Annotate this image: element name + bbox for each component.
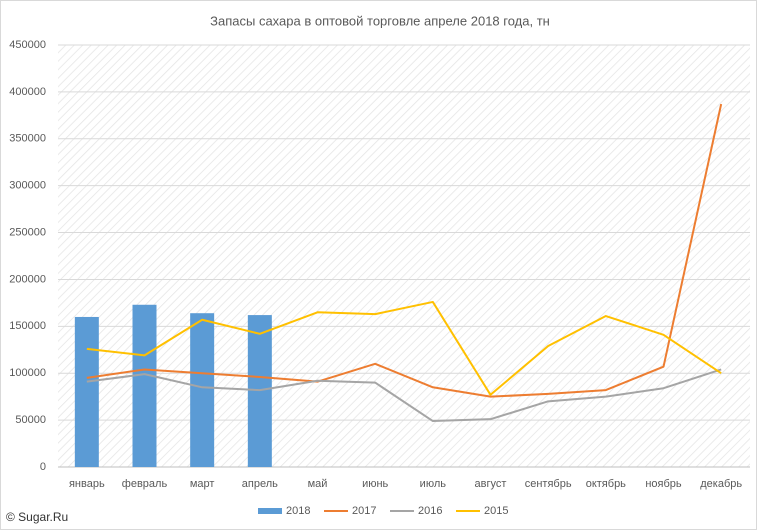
y-tick-label: 50000 xyxy=(15,414,46,426)
chart-title: Запасы сахара в оптовой торговле апреле … xyxy=(210,13,550,28)
y-tick-label: 150000 xyxy=(9,320,46,332)
y-tick-label: 250000 xyxy=(9,226,46,238)
legend-label: 2016 xyxy=(418,505,442,517)
x-tick-label: апрель xyxy=(242,478,278,490)
bar xyxy=(190,313,215,467)
plot-area xyxy=(58,45,750,467)
x-tick-label: февраль xyxy=(122,478,168,490)
legend-label: 2017 xyxy=(352,505,376,517)
x-tick-label: март xyxy=(190,478,215,490)
line xyxy=(86,300,722,396)
x-tick-label: сентябрь xyxy=(525,478,572,490)
legend-label: 2015 xyxy=(484,505,508,517)
x-tick-label: август xyxy=(475,478,507,490)
y-tick-label: 300000 xyxy=(9,180,46,192)
legend-label: 2018 xyxy=(286,505,310,517)
x-tick-label: июль xyxy=(420,478,447,490)
x-tick-label: январь xyxy=(69,478,105,490)
y-tick-label: 200000 xyxy=(9,273,46,285)
bar xyxy=(132,304,157,467)
x-tick-label: ноябрь xyxy=(645,478,682,490)
x-tick-label: июнь xyxy=(362,478,388,490)
legend-swatch xyxy=(258,508,282,514)
bar xyxy=(74,316,99,467)
x-tick-label: октябрь xyxy=(586,478,626,490)
x-tick-label: май xyxy=(308,478,328,490)
y-tick-label: 100000 xyxy=(9,367,46,379)
y-tick-label: 0 xyxy=(40,461,46,473)
y-tick-label: 400000 xyxy=(9,86,46,98)
x-tick-label: декабрь xyxy=(700,478,742,490)
line xyxy=(86,103,723,398)
y-tick-label: 450000 xyxy=(9,39,46,51)
line xyxy=(86,368,722,423)
source: © Sugar.Ru xyxy=(6,510,68,524)
y-tick-label: 350000 xyxy=(9,133,46,145)
